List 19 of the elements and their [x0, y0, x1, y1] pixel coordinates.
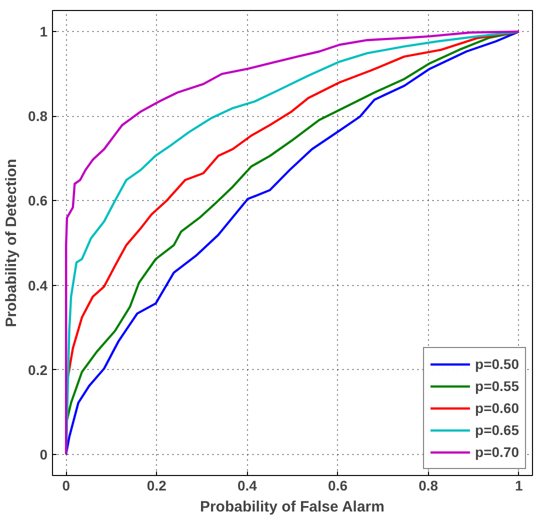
y-tick-label: 0.6 — [28, 192, 48, 209]
x-tick-label: 0 — [62, 478, 70, 494]
x-tick-label: 0.2 — [146, 478, 167, 494]
x-tick-label: 1 — [515, 478, 524, 494]
x-tick-label: 0.8 — [418, 478, 438, 494]
legend-label: p=0.60 — [475, 400, 519, 416]
legend-label: p=0.50 — [475, 356, 519, 372]
x-tick-label: 0.6 — [328, 478, 348, 494]
y-tick-label: 1 — [40, 24, 48, 40]
x-tick-label: 0.4 — [237, 478, 258, 494]
y-tick-label: 0.4 — [28, 277, 48, 294]
legend-label: p=0.70 — [475, 444, 519, 460]
y-axis-title: Probability of Detection — [3, 158, 20, 328]
y-tick-label: 0.2 — [28, 362, 48, 378]
y-tick-label: 0.8 — [28, 108, 48, 124]
legend-label: p=0.65 — [475, 422, 519, 438]
y-tick-label: 0 — [40, 446, 48, 462]
x-axis-title: Probability of False Alarm — [200, 498, 384, 516]
legend-label: p=0.55 — [475, 378, 519, 394]
